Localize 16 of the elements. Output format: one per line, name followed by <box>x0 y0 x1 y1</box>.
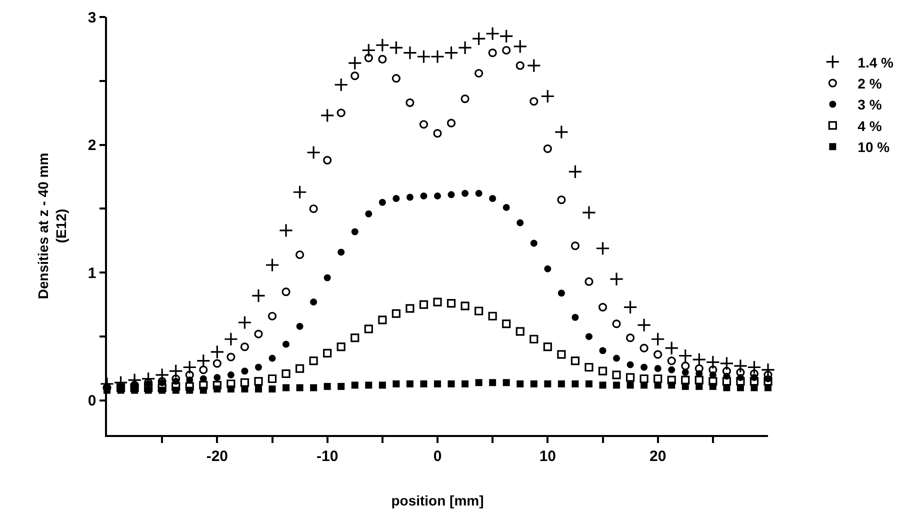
legend-label: 2 % <box>858 76 882 92</box>
y-tick-label: 3 <box>88 9 96 26</box>
x-tick-label: -20 <box>206 448 228 465</box>
y-tick-label: 0 <box>88 392 96 410</box>
legend-label: 1.4 % <box>858 54 894 70</box>
legend-label: 3 % <box>858 96 882 113</box>
x-axis-title: position [mm] <box>391 492 484 509</box>
x-tick-label: 20 <box>649 448 666 465</box>
x-tick-label: 0 <box>433 448 442 465</box>
x-tick-label: -10 <box>316 448 338 465</box>
y-tick-label: 1 <box>88 264 96 282</box>
x-tick-label: 10 <box>539 448 556 465</box>
y-axis-title: Densities at z - 40 mm (E12) <box>34 152 70 300</box>
legend-label: 10 % <box>858 139 890 156</box>
legend-label: 4 % <box>858 118 882 134</box>
y-tick-label: 2 <box>88 137 96 154</box>
